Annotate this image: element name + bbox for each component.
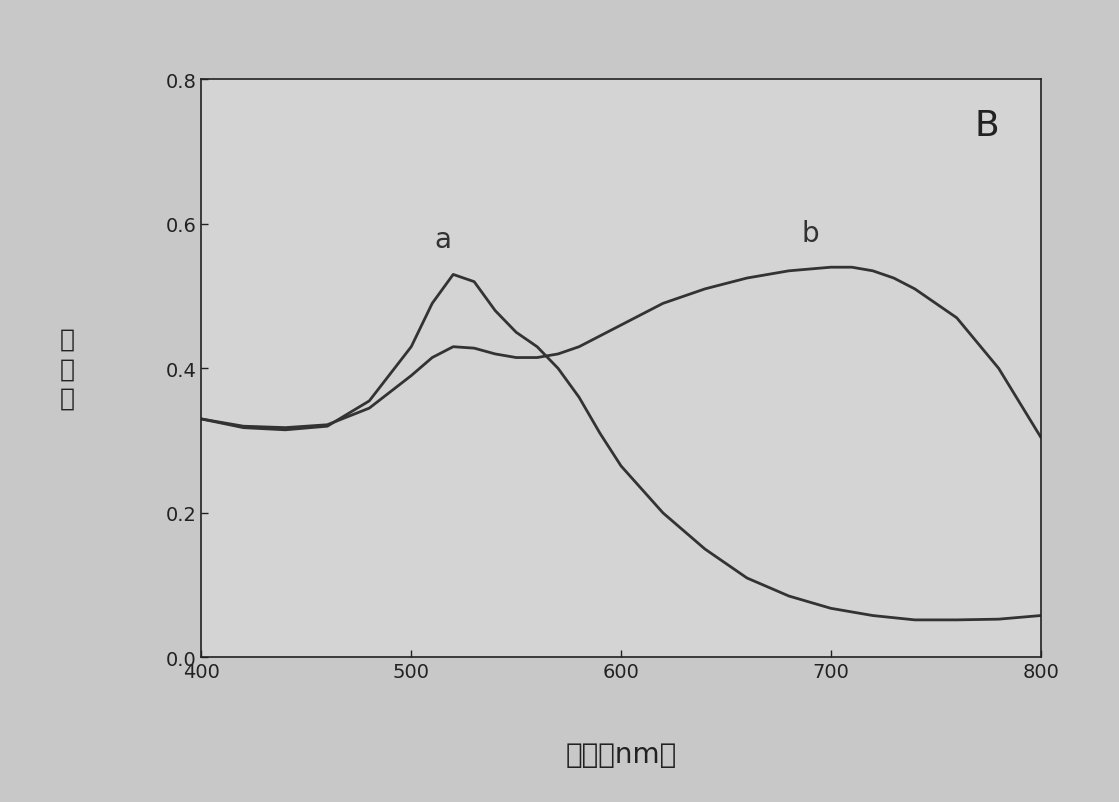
Text: b: b <box>801 220 819 248</box>
Text: 波长（nm）: 波长（nm） <box>565 740 677 768</box>
Text: 吸
光
度: 吸 光 度 <box>59 327 75 411</box>
Text: B: B <box>974 109 998 143</box>
Text: a: a <box>434 225 451 253</box>
